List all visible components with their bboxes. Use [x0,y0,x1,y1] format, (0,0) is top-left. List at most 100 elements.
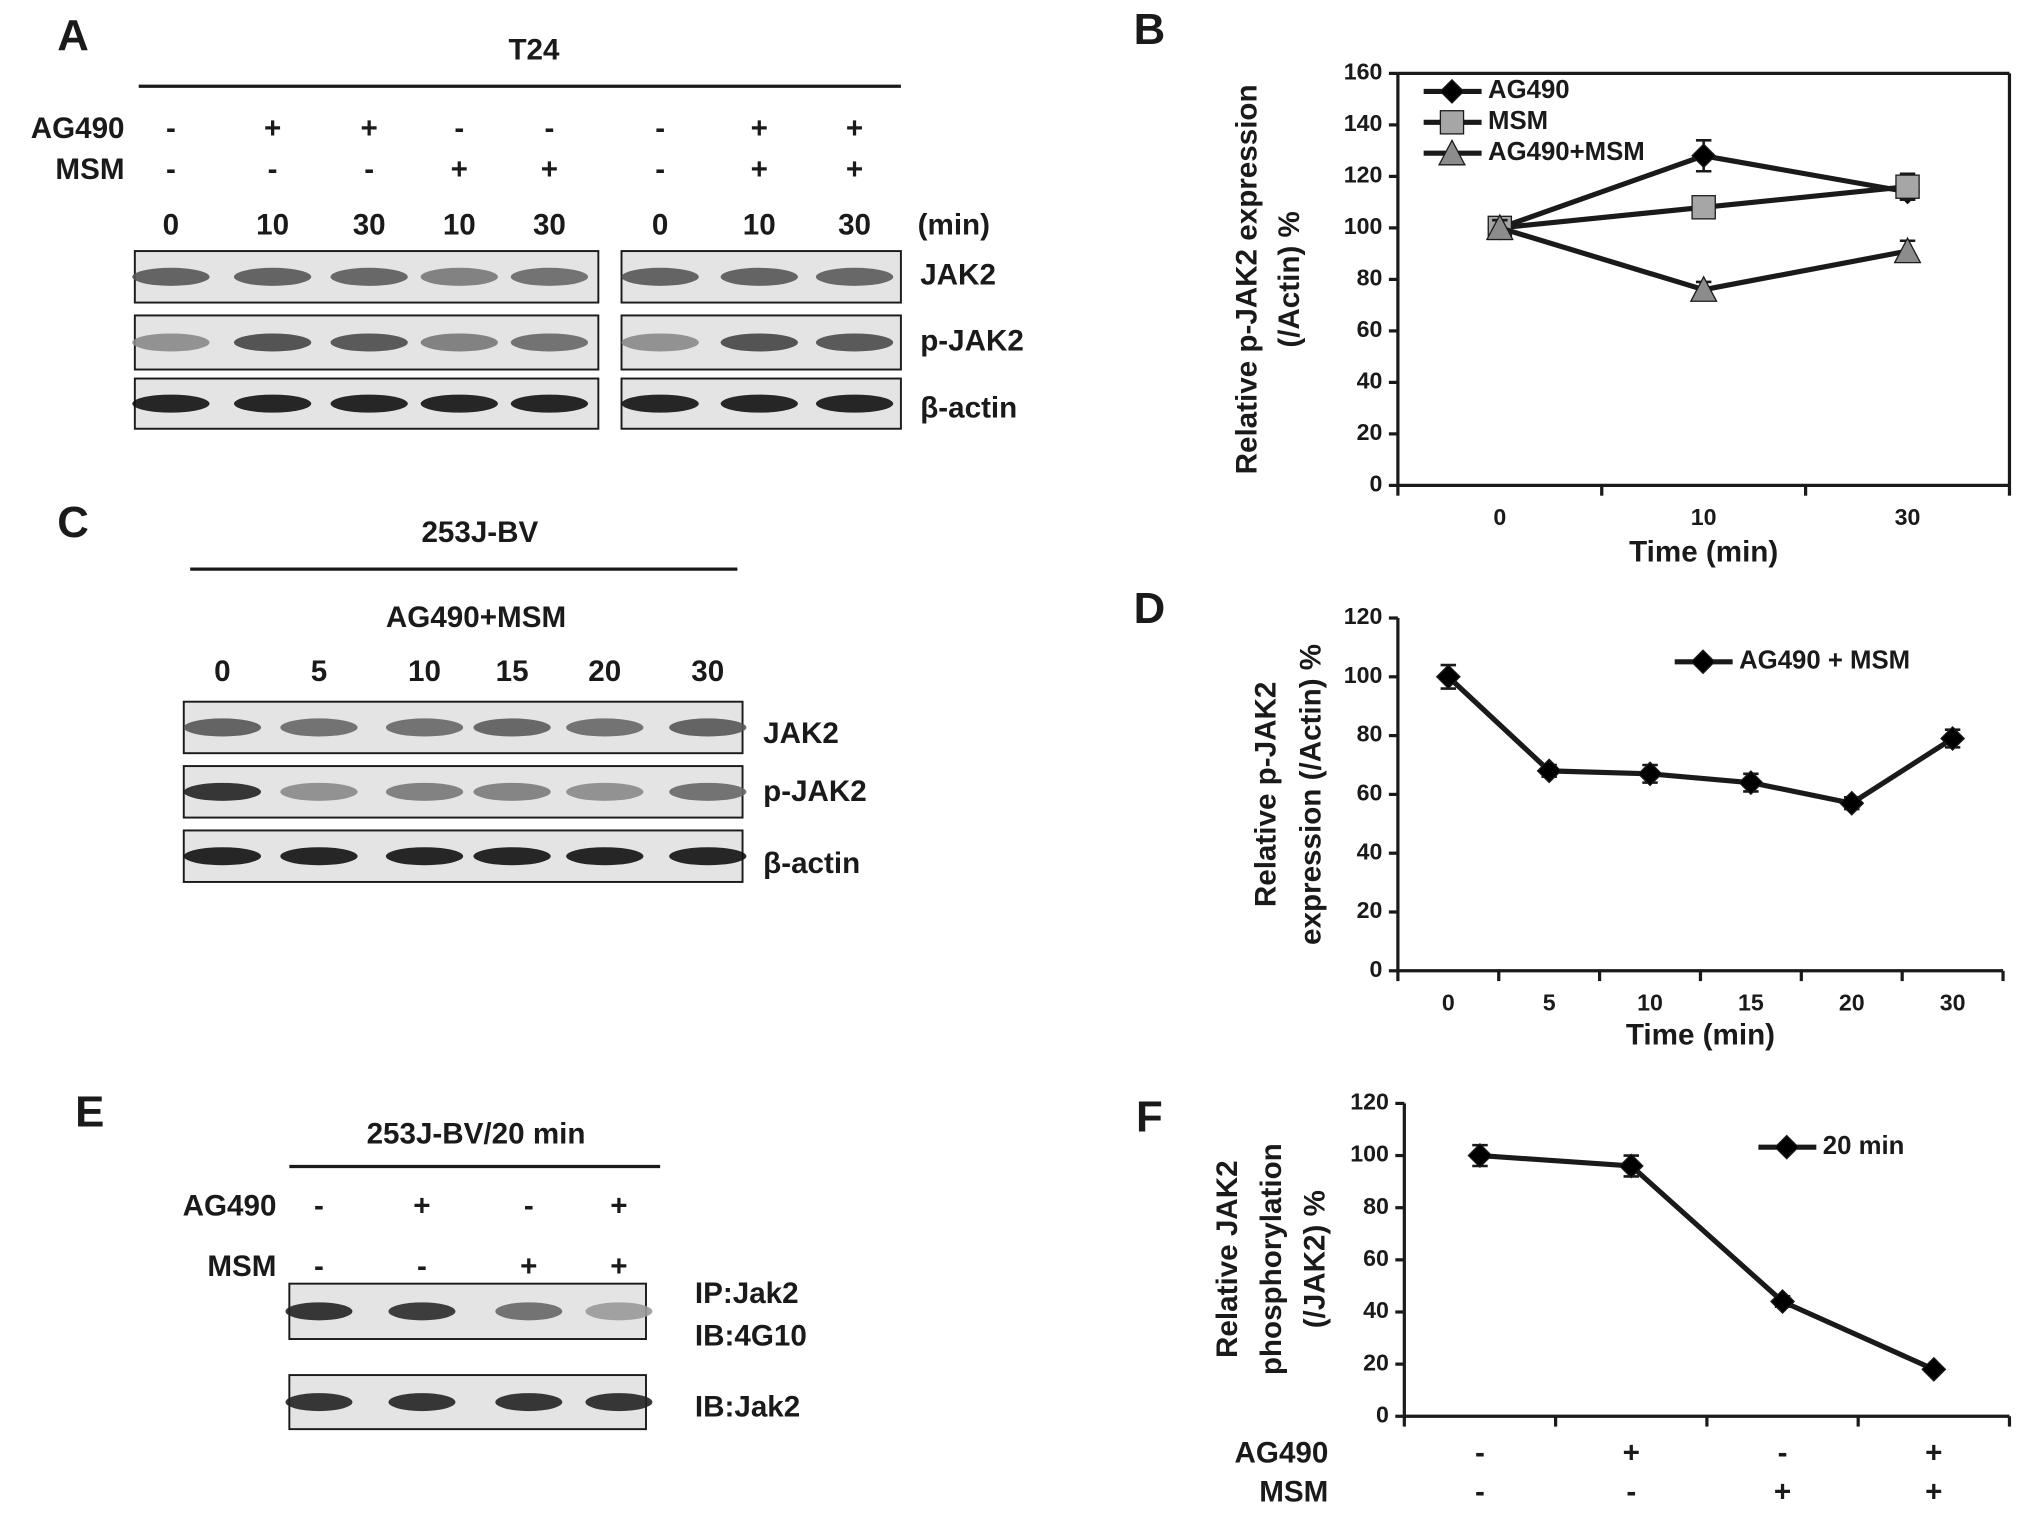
time: 0 [214,655,230,688]
time: 10 [408,655,441,688]
sign: + [610,1250,627,1283]
y-tick-label: 40 [1363,1297,1389,1323]
band [183,718,262,737]
band-label: IP:Jak2 [695,1277,799,1310]
legend-label: AG490 + MSM [1739,647,1910,675]
x-tick-label: 10 [1691,504,1717,530]
band-label: JAK2 [763,717,839,750]
band [285,1393,353,1412]
sign: - [1475,1475,1485,1508]
band [473,718,551,737]
marker [1691,195,1716,220]
x-tick-label: 10 [1637,989,1663,1015]
band [621,394,699,413]
marker [1618,1153,1644,1179]
legend-label: AG490+MSM [1488,138,1645,166]
band [420,394,498,413]
marker [1689,275,1718,302]
time: 0 [163,208,179,241]
band [233,394,312,413]
legend-label: 20 min [1823,1132,1905,1160]
band-label: IB:Jak2 [695,1390,800,1423]
sign: - [1475,1437,1485,1470]
x-axis-label: Time (min) [1626,1018,1775,1051]
time: 30 [691,655,724,688]
band [473,782,551,801]
row-label: MSM [1259,1475,1328,1508]
y-tick-label: 80 [1363,1193,1389,1219]
row-label: AG490 [31,112,125,145]
band [473,847,551,866]
time-unit: (min) [918,208,990,241]
sign: - [655,153,665,186]
band [285,1302,353,1321]
y-tick-label: 0 [1370,956,1383,982]
band [495,1302,563,1321]
x-tick-label: 30 [1940,989,1966,1015]
band-label: p-JAK2 [763,775,867,808]
y-axis-label: Relative p-JAK2 expression [1230,84,1263,474]
marker [1895,174,1920,199]
sign: - [655,112,665,145]
band [585,1393,653,1412]
y-tick-label: 20 [1363,1349,1389,1375]
marker [1637,761,1663,787]
y-tick-label: 80 [1357,265,1383,291]
band [330,394,408,413]
sign: - [364,153,374,186]
band [669,718,747,737]
y-tick-label: 80 [1357,721,1383,747]
marker [1690,649,1716,675]
panel-letter: C [57,498,89,547]
band [280,718,358,737]
band [566,718,644,737]
sign: - [314,1250,324,1283]
band [669,782,747,801]
band [183,847,262,866]
time: 30 [533,208,566,241]
x-tick-label: 0 [1493,504,1506,530]
marker [1770,1289,1796,1315]
band [330,267,408,286]
row-label: AG490 [183,1190,277,1223]
blot-title: 253J-BV/20 min [367,1117,586,1150]
y-tick-label: 100 [1350,1141,1389,1167]
y-tick-label: 0 [1376,1401,1389,1427]
panel-letter: A [57,11,89,60]
y-tick-label: 60 [1363,1245,1389,1271]
y-tick-label: 40 [1357,838,1383,864]
band [132,267,210,286]
x-tick-label: 20 [1839,989,1865,1015]
y-tick-label: 0 [1370,471,1383,497]
y-axis-label: Relative JAK2 [1211,1160,1244,1357]
time: 0 [652,208,668,241]
series-line [1479,1152,1935,1372]
band [510,267,589,286]
x-tick-label: 30 [1895,504,1921,530]
y-tick-label: 120 [1344,603,1383,629]
band-label: β-actin [920,391,1017,424]
marker [1774,1134,1800,1160]
marker [1839,790,1865,816]
marker [1921,1356,1947,1382]
band [621,267,699,286]
row-label: MSM [55,153,124,186]
sign: + [520,1250,537,1283]
y-tick-label: 160 [1344,59,1383,85]
sign: - [1778,1437,1788,1470]
marker [1438,138,1466,166]
marker [1439,78,1465,104]
y-tick-label: 60 [1357,316,1383,342]
y-tick-label: 20 [1357,419,1383,445]
y-tick-label: 20 [1357,897,1383,923]
panel-letter: E [75,1088,104,1137]
band [815,267,894,286]
time: 10 [256,208,289,241]
legend-label: AG490 [1488,76,1570,104]
y-tick-label: 100 [1344,213,1383,239]
cell-line: 253J-BV [421,516,538,549]
sign: - [1626,1475,1636,1508]
band [566,782,644,801]
time: 5 [311,655,327,688]
y-axis-label: (/Actin) % [1273,211,1306,348]
